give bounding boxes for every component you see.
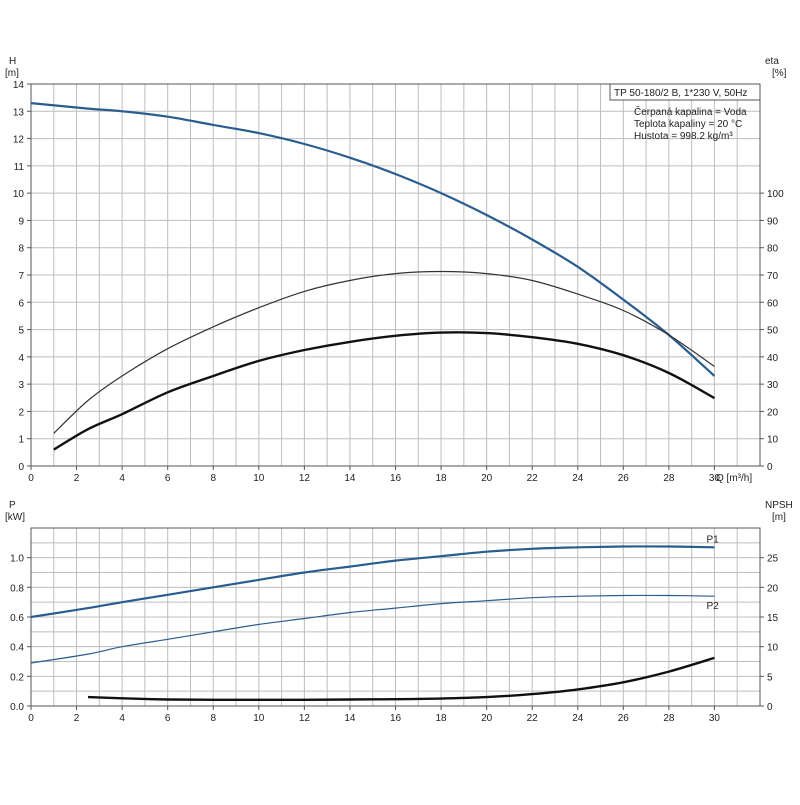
bottom-x-tick-label: 6	[165, 713, 171, 724]
top-left-tick-label: 5	[18, 326, 24, 337]
top-x-tick-label: 20	[481, 473, 493, 484]
bottom-x-tick-label: 30	[709, 713, 721, 724]
bottom-x-tick-label: 4	[119, 713, 125, 724]
legend-line: Čerpaná kapalina = Voda	[634, 105, 747, 118]
top-left-tick-label: 6	[18, 298, 24, 309]
bottom-right-axis-unit: [m]	[772, 512, 786, 523]
legend-title-box	[609, 83, 761, 101]
top-x-tick-label: 30	[709, 473, 721, 484]
legend-title: TP 50-180/2 B, 1*230 V, 50Hz	[614, 88, 747, 99]
bottom-x-tick-label: 8	[210, 713, 216, 724]
top-right-tick-label: 40	[767, 353, 779, 364]
top-left-axis-unit: [m]	[5, 68, 19, 79]
top-x-tick-label: 14	[344, 473, 356, 484]
bottom-left-tick-label: 0.6	[10, 613, 24, 624]
bottom-x-tick-label: 14	[344, 713, 356, 724]
bottom-x-tick-label: 24	[572, 713, 584, 724]
top-right-tick-label: 70	[767, 271, 779, 282]
bottom-series-label-p1: P1	[706, 534, 719, 545]
top-right-tick-label: 50	[767, 326, 779, 337]
top-left-tick-label: 11	[14, 162, 25, 173]
top-right-tick-label: 80	[767, 244, 779, 255]
bottom-x-tick-label: 18	[436, 713, 448, 724]
bottom-right-tick-label: 25	[767, 554, 779, 565]
top-left-tick-label: 13	[13, 107, 25, 118]
top-left-tick-label: 12	[13, 135, 25, 146]
top-left-tick-label: 7	[18, 271, 24, 282]
top-x-tick-label: 10	[253, 473, 265, 484]
bottom-x-tick-label: 0	[28, 713, 34, 724]
bottom-right-tick-label: 10	[767, 643, 779, 654]
bottom-x-tick-label: 16	[390, 713, 402, 724]
top-x-tick-label: 12	[299, 473, 311, 484]
top-x-tick-label: 18	[436, 473, 448, 484]
top-right-tick-label: 10	[767, 435, 779, 446]
top-curve-2	[53, 270, 715, 434]
bottom-left-tick-label: 0.2	[10, 672, 24, 683]
top-left-tick-label: 10	[13, 189, 25, 200]
bottom-x-tick-label: 10	[253, 713, 265, 724]
bottom-x-tick-label: 12	[299, 713, 311, 724]
bottom-x-tick-label: 26	[618, 713, 630, 724]
bottom-left-axis-title: P	[9, 500, 16, 511]
top-left-tick-label: 4	[18, 353, 24, 364]
top-right-tick-label: 30	[767, 380, 779, 391]
legend-line: Hustota = 998.2 kg/m³	[634, 131, 733, 142]
bottom-right-axis-title: NPSH	[765, 500, 793, 511]
top-right-tick-label: 60	[767, 298, 779, 309]
top-left-tick-label: 2	[18, 407, 24, 418]
bottom-x-tick-label: 20	[481, 713, 493, 724]
bottom-series-label-p2: P2	[706, 601, 719, 612]
top-x-tick-label: 2	[74, 473, 80, 484]
bottom-left-tick-label: 1.0	[10, 554, 24, 565]
top-x-tick-label: 26	[618, 473, 630, 484]
top-right-axis-unit: [%]	[772, 68, 787, 79]
bottom-left-tick-label: 0.0	[10, 702, 24, 713]
top-x-tick-label: 4	[119, 473, 125, 484]
top-x-tick-label: 24	[572, 473, 584, 484]
bottom-x-tick-label: 28	[663, 713, 675, 724]
top-x-tick-label: 22	[527, 473, 539, 484]
top-left-axis-title: H	[9, 56, 16, 67]
bottom-right-tick-label: 20	[767, 583, 779, 594]
top-left-tick-label: 9	[18, 216, 24, 227]
bottom-right-tick-label: 5	[767, 672, 773, 683]
top-x-tick-label: 8	[210, 473, 216, 484]
top-left-tick-label: 1	[18, 435, 24, 446]
top-x-axis-title: Q [m³/h]	[716, 473, 752, 484]
bottom-right-tick-label: 15	[767, 613, 779, 624]
top-x-tick-label: 28	[663, 473, 675, 484]
top-right-axis-title: eta	[765, 56, 779, 67]
top-right-tick-label: 90	[767, 216, 779, 227]
top-left-tick-label: 0	[18, 462, 24, 473]
top-left-tick-label: 14	[13, 80, 25, 91]
bottom-left-tick-label: 0.4	[10, 643, 24, 654]
top-left-tick-label: 3	[18, 380, 24, 391]
legend-line: Teplota kapaliny = 20 °C	[634, 119, 742, 130]
bottom-x-tick-label: 2	[74, 713, 80, 724]
top-x-tick-label: 0	[28, 473, 34, 484]
top-right-tick-label: 100	[767, 189, 784, 200]
bottom-x-tick-label: 22	[527, 713, 539, 724]
top-right-tick-label: 0	[767, 462, 773, 473]
top-right-tick-label: 20	[767, 407, 779, 418]
top-left-tick-label: 8	[18, 244, 24, 255]
bottom-left-axis-unit: [kW]	[5, 512, 25, 523]
top-x-tick-label: 16	[390, 473, 402, 484]
top-curve-3	[53, 331, 715, 451]
bottom-p2-curve	[30, 594, 715, 664]
bottom-right-tick-label: 0	[767, 702, 773, 713]
bottom-left-tick-label: 0.8	[10, 583, 24, 594]
top-x-tick-label: 6	[165, 473, 171, 484]
bottom-p1-curve	[30, 545, 715, 619]
top-curve-1	[30, 102, 716, 377]
bottom-curve-3	[87, 656, 715, 701]
